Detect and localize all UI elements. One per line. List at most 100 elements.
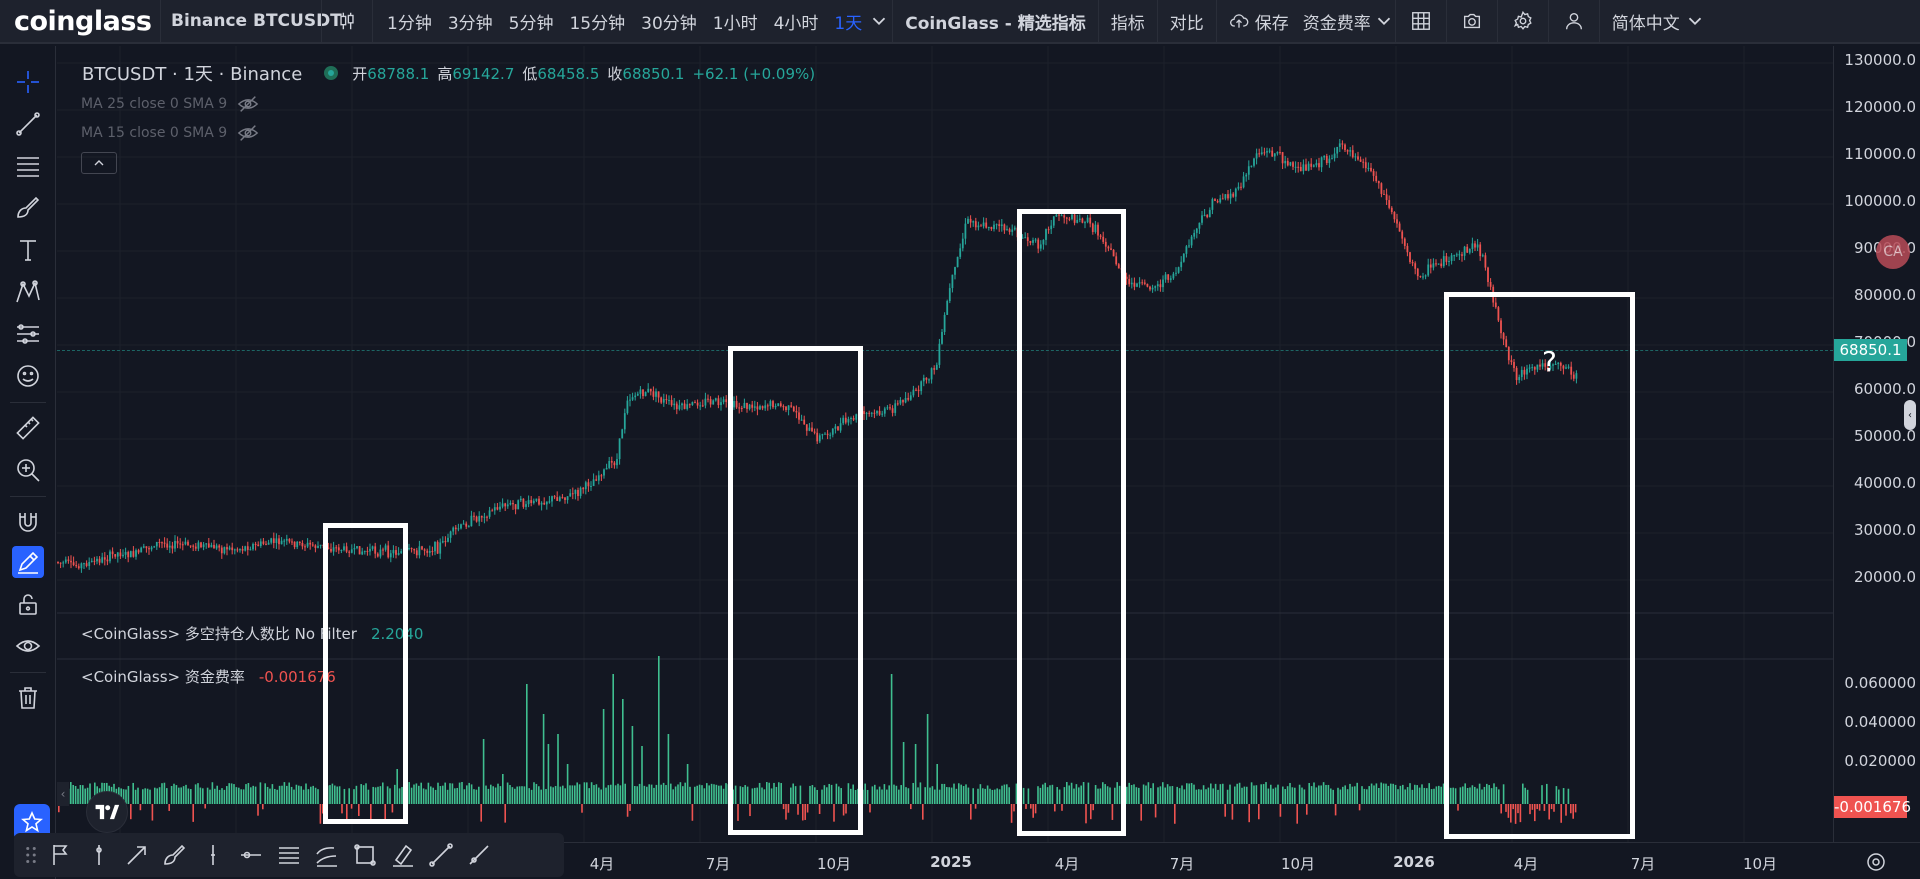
vertical-line-tool[interactable]: [80, 836, 118, 874]
gear-icon[interactable]: [1864, 850, 1888, 874]
zoom-tool[interactable]: [12, 454, 44, 486]
annotation-rectangle[interactable]: [1017, 209, 1126, 836]
candle-body: [746, 402, 748, 409]
annotation-rectangle[interactable]: [728, 346, 863, 835]
price-scale-handle[interactable]: ‹: [1904, 400, 1916, 430]
candle-body: [124, 551, 127, 555]
study-ma-15[interactable]: MA 15 close 0 SMA 9: [81, 122, 259, 144]
funding-bar: [1224, 804, 1226, 817]
funding-bar: [1428, 783, 1430, 804]
study-ma-25[interactable]: MA 25 close 0 SMA 9: [81, 93, 259, 115]
funding-bar: [1231, 804, 1234, 820]
trendline-tool[interactable]: [422, 836, 460, 874]
interval-30m[interactable]: 30分钟: [641, 13, 697, 34]
candle-body: [660, 397, 663, 403]
symbol-selector[interactable]: Binance BTCUSDT: [171, 11, 342, 31]
settings-button[interactable]: [1498, 0, 1548, 43]
fib-tool[interactable]: [270, 836, 308, 874]
candle-body: [444, 541, 447, 543]
candle-body: [1336, 146, 1339, 154]
forecast-tool[interactable]: [12, 318, 44, 350]
chart-type-button[interactable]: [322, 0, 372, 43]
brush-tool[interactable]: [12, 192, 44, 224]
hide-drawings-tool[interactable]: [12, 630, 44, 662]
interval-15m[interactable]: 15分钟: [569, 13, 626, 34]
time-axis[interactable]: [57, 842, 1920, 879]
symbol-title[interactable]: BTCUSDT · 1天 · Binance: [82, 64, 303, 85]
ray-tool[interactable]: [460, 836, 498, 874]
fib-tool[interactable]: [12, 150, 44, 182]
funding-rate-menu[interactable]: 资金费率: [1302, 13, 1371, 34]
lock-drawings-tool[interactable]: [12, 588, 44, 620]
funding-bar: [893, 784, 895, 804]
save-button[interactable]: 保存: [1217, 0, 1295, 43]
drag-handle[interactable]: [20, 836, 42, 874]
funding-bar: [751, 788, 754, 804]
language-selector[interactable]: 简体中文: [1611, 13, 1680, 34]
funding-bar: [466, 785, 468, 804]
funding-bar: [1471, 785, 1474, 804]
stay-in-drawing-mode[interactable]: [12, 546, 44, 578]
interval-5m[interactable]: 5分钟: [508, 13, 554, 34]
measure-tool[interactable]: [12, 412, 44, 444]
interval-4h[interactable]: 4小时: [773, 13, 819, 34]
crosshair-tool[interactable]: [12, 66, 44, 98]
annotation-rectangle[interactable]: [323, 523, 408, 824]
interval-dropdown[interactable]: [866, 0, 892, 43]
remove-drawings-tool[interactable]: [12, 682, 44, 714]
coinglass-logo[interactable]: coinglass: [14, 5, 152, 37]
funding-bar: [787, 804, 790, 813]
pattern-tool[interactable]: [12, 276, 44, 308]
user-badge[interactable]: CA: [1876, 235, 1910, 269]
candle-body: [197, 542, 200, 549]
rectangle-tool[interactable]: [346, 836, 384, 874]
parallel-channel-tool[interactable]: [308, 836, 346, 874]
language-dropdown[interactable]: [1684, 0, 1706, 43]
funding-bar: [691, 804, 694, 821]
eye-off-icon[interactable]: [237, 122, 259, 144]
annotation-rectangle[interactable]: [1444, 292, 1635, 839]
interval-1h[interactable]: 1小时: [712, 13, 758, 34]
open-value: 68788.1: [367, 64, 430, 83]
candle-body: [530, 500, 533, 503]
tradingview-logo[interactable]: [86, 791, 128, 833]
featured-indicators-button[interactable]: CoinGlass - 精选指标: [905, 13, 1086, 34]
flag-tool[interactable]: [42, 836, 80, 874]
price-chart-canvas[interactable]: [57, 46, 1833, 842]
funding-bar: [250, 787, 252, 804]
candle-body: [213, 544, 215, 549]
funding-rate-dropdown[interactable]: [1373, 0, 1395, 43]
candle-body: [714, 398, 717, 401]
compare-button[interactable]: 对比: [1169, 13, 1204, 34]
eye-off-icon[interactable]: [237, 93, 259, 115]
cursor-line-tool[interactable]: [194, 836, 232, 874]
funding-bar: [1255, 785, 1258, 804]
funding-bar: [454, 788, 456, 804]
candle-body: [769, 401, 772, 407]
scroll-left-button[interactable]: ‹: [57, 782, 69, 806]
interval-1d[interactable]: 1天: [834, 13, 863, 34]
collapse-legend-button[interactable]: [81, 152, 117, 174]
arrow-tool[interactable]: [118, 836, 156, 874]
funding-rate-study[interactable]: <CoinGlass> 资金费率 -0.001676: [81, 666, 336, 687]
screenshot-button[interactable]: [1447, 0, 1497, 43]
candle-body: [881, 413, 884, 415]
interval-1m[interactable]: 1分钟: [387, 13, 432, 34]
layout-button[interactable]: [1396, 0, 1446, 43]
horizontal-ray-tool[interactable]: [232, 836, 270, 874]
price-scale[interactable]: [1833, 46, 1920, 842]
long-short-ratio-study[interactable]: <CoinGlass> 多空持仓人数比 No Filter 2.2040: [81, 623, 423, 644]
candle-body: [540, 502, 543, 505]
candle-body: [480, 516, 483, 518]
indicators-button[interactable]: 指标: [1110, 13, 1145, 34]
highlighter-tool[interactable]: [384, 836, 422, 874]
funding-bar: [1082, 782, 1085, 804]
account-button[interactable]: [1549, 0, 1599, 43]
trendline-tool[interactable]: [12, 108, 44, 140]
magnet-tool[interactable]: [12, 506, 44, 538]
interval-3m[interactable]: 3分钟: [447, 13, 493, 34]
brush-tool[interactable]: [156, 836, 194, 874]
annotation-text[interactable]: ?: [1542, 345, 1557, 378]
text-tool[interactable]: [12, 234, 44, 266]
emoji-tool[interactable]: [12, 360, 44, 392]
